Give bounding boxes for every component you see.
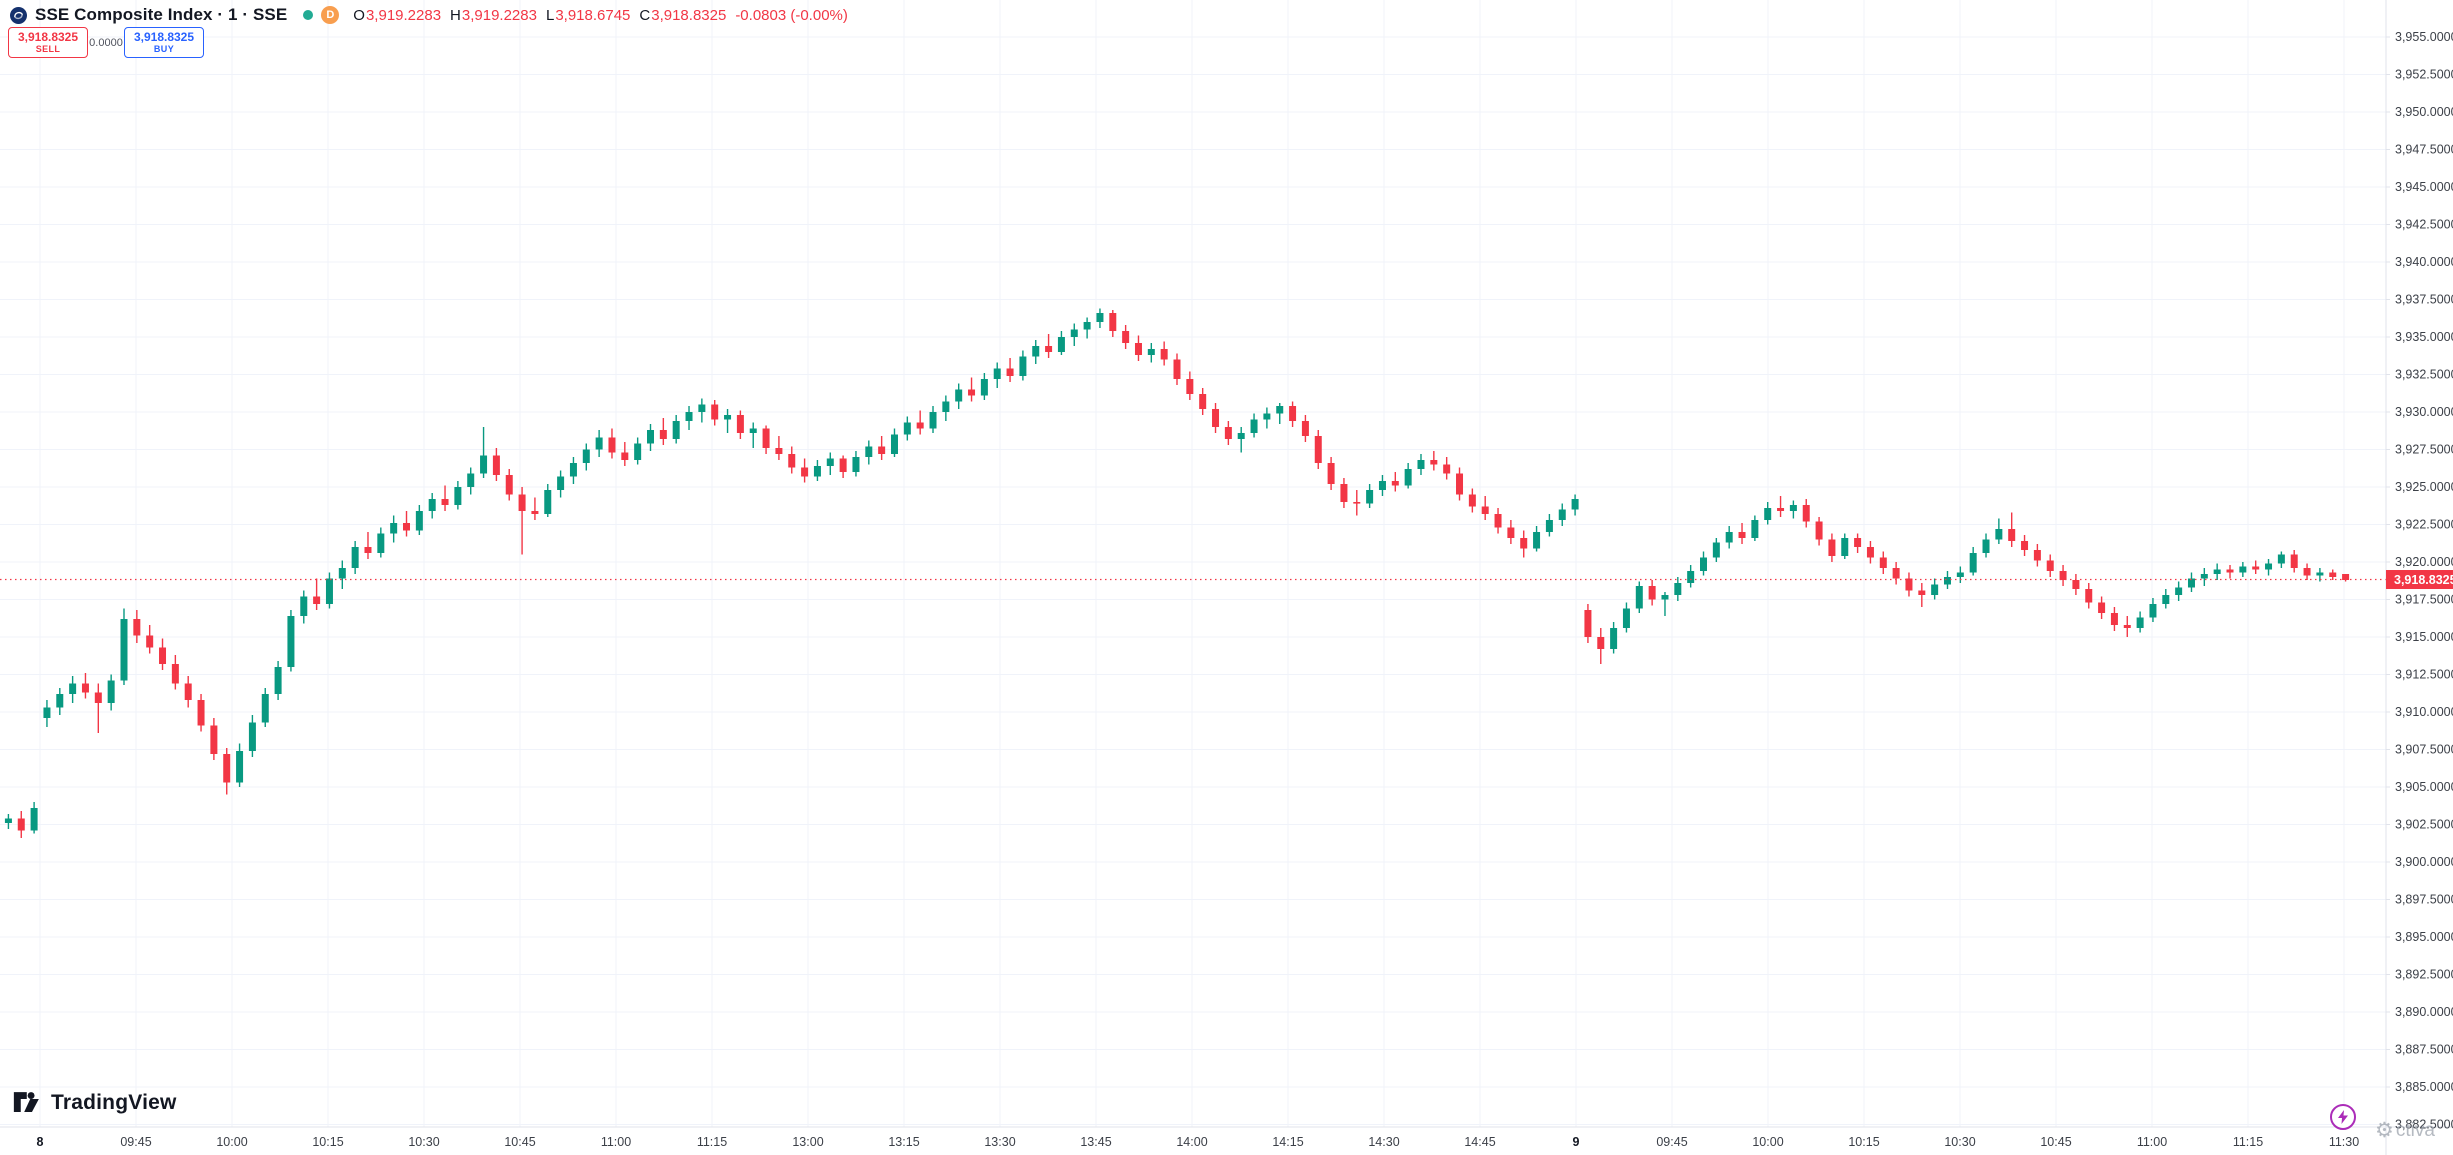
price-tick-label: 3,882.5000 (2395, 1118, 2453, 1132)
price-axis[interactable]: 3,955.0000 3,952.5000 3,950.0000 3,947.5000… (2386, 30, 2453, 1132)
price-tick-label: 3,902.5000 (2395, 818, 2453, 832)
price-tick-label: 3,900.0000 (2395, 855, 2453, 869)
price-tick-label: 3,915.0000 (2395, 630, 2453, 644)
time-tick-label: 13:30 (984, 1135, 1015, 1149)
price-tick-label: 3,895.0000 (2395, 930, 2453, 944)
time-tick-label: 10:45 (2040, 1135, 2071, 1149)
sell-label: SELL (35, 44, 61, 54)
time-tick-label: 13:00 (792, 1135, 823, 1149)
price-tick-label: 3,922.5000 (2395, 518, 2453, 532)
spread-value: 0.0000 (89, 36, 123, 49)
candles-layer (4, 308, 2350, 838)
tradingview-watermark[interactable]: TradingView (13, 1089, 177, 1116)
price-tick-label: 3,910.0000 (2395, 705, 2453, 719)
time-tick-label: 10:00 (1752, 1135, 1783, 1149)
price-tick-label: 3,920.0000 (2395, 555, 2453, 569)
grid-lines (0, 0, 2386, 1127)
time-tick-label: 13:15 (888, 1135, 919, 1149)
ohlc-low-label: L (545, 6, 555, 24)
price-tick-label: 3,955.0000 (2395, 30, 2453, 44)
ohlc-open-label: O (353, 6, 365, 24)
time-tick-label: 10:15 (312, 1135, 343, 1149)
time-tick-label: 10:00 (216, 1135, 247, 1149)
activate-watermark: ⚙ ctiva (2375, 1118, 2453, 1143)
price-tick-label: 3,905.0000 (2395, 780, 2453, 794)
price-tick-label: 3,917.5000 (2395, 593, 2453, 607)
price-tick-label: 3,937.5000 (2395, 293, 2453, 307)
current-price-tag: 3,918.8325 (2386, 570, 2453, 590)
gear-icon: ⚙ (2375, 1119, 2394, 1142)
activate-watermark-text: ctiva (2395, 1119, 2435, 1141)
ohlc-change: -0.0803 (-0.00%) (735, 6, 848, 24)
ohlc-low-value: 3,918.6745 (555, 6, 631, 24)
time-tick-label: 11:00 (2137, 1135, 2167, 1149)
price-tick-label: 3,952.5000 (2395, 68, 2453, 82)
ohlc-readout: O3,919.2283 H3,919.2283 L3,918.6745 C3,9… (353, 7, 848, 24)
price-tick-label: 3,945.0000 (2395, 180, 2453, 194)
time-tick-label: 14:30 (1368, 1135, 1399, 1149)
time-tick-label: 14:00 (1176, 1135, 1207, 1149)
trade-panel: 3,918.8325 SELL 0.0000 3,918.8325 BUY (8, 27, 204, 58)
time-day-label: 9 (1573, 1135, 1580, 1149)
price-tick-label: 3,935.0000 (2395, 330, 2453, 344)
market-status-dot-icon[interactable] (303, 10, 314, 20)
delayed-data-badge-icon[interactable]: D (321, 6, 340, 24)
ohlc-close-value: 3,918.8325 (651, 6, 727, 24)
time-tick-label: 10:30 (408, 1135, 439, 1149)
time-tick-label: 10:15 (1848, 1135, 1879, 1149)
ohlc-open-value: 3,919.2283 (365, 6, 442, 24)
price-tick-label: 3,940.0000 (2395, 255, 2453, 269)
sell-price: 3,918.8325 (17, 30, 79, 44)
tradingview-logo-icon (13, 1092, 39, 1112)
tradingview-logo-text: TradingView (51, 1090, 177, 1114)
time-tick-label: 11:00 (601, 1135, 631, 1149)
symbol-title[interactable]: SSE Composite Index · 1 · SSE (35, 5, 288, 24)
price-tick-label: 3,892.5000 (2395, 968, 2453, 982)
time-tick-label: 11:15 (697, 1135, 727, 1149)
symbol-header: SSE Composite Index · 1 · SSE D O3,919.2… (10, 5, 848, 25)
buy-button[interactable]: 3,918.8325 BUY (124, 27, 204, 58)
price-tick-label: 3,942.5000 (2395, 218, 2453, 232)
svg-text:3,918.8325: 3,918.8325 (2394, 573, 2453, 587)
sell-button[interactable]: 3,918.8325 SELL (8, 27, 88, 58)
price-tick-label: 3,907.5000 (2395, 743, 2453, 757)
time-tick-label: 14:15 (1272, 1135, 1303, 1149)
buy-price: 3,918.8325 (133, 30, 195, 44)
time-tick-label: 10:45 (504, 1135, 535, 1149)
time-tick-label: 11:30 (2329, 1135, 2359, 1149)
symbol-logo-icon[interactable] (10, 6, 27, 24)
time-tick-label: 09:45 (1656, 1135, 1687, 1149)
price-tick-label: 3,947.5000 (2395, 143, 2453, 157)
time-axis[interactable]: 8 09:45 10:00 10:15 10:30 10:45 11:00 11:15 13:0… (37, 1135, 2360, 1149)
price-tick-label: 3,925.0000 (2395, 480, 2453, 494)
ohlc-high-label: H (450, 6, 461, 24)
ohlc-high-value: 3,919.2283 (461, 6, 537, 24)
price-tick-label: 3,897.5000 (2395, 893, 2453, 907)
time-tick-label: 14:45 (1464, 1135, 1495, 1149)
price-tick-label: 3,912.5000 (2395, 668, 2453, 682)
price-tick-label: 3,890.0000 (2395, 1005, 2453, 1019)
realtime-lightning-icon[interactable] (2330, 1104, 2356, 1130)
time-tick-label: 13:45 (1080, 1135, 1111, 1149)
time-tick-label: 09:45 (120, 1135, 151, 1149)
time-tick-label: 10:30 (1944, 1135, 1975, 1149)
ohlc-close-label: C (639, 6, 651, 24)
time-day-label: 8 (37, 1135, 44, 1149)
price-tick-label: 3,950.0000 (2395, 105, 2453, 119)
price-tick-label: 3,930.0000 (2395, 405, 2453, 419)
time-tick-label: 11:15 (2233, 1135, 2263, 1149)
price-tick-label: 3,927.5000 (2395, 443, 2453, 457)
price-tick-label: 3,932.5000 (2395, 368, 2453, 382)
buy-label: BUY (153, 44, 175, 54)
price-tick-label: 3,885.0000 (2395, 1080, 2453, 1094)
price-tick-label: 3,887.5000 (2395, 1043, 2453, 1057)
